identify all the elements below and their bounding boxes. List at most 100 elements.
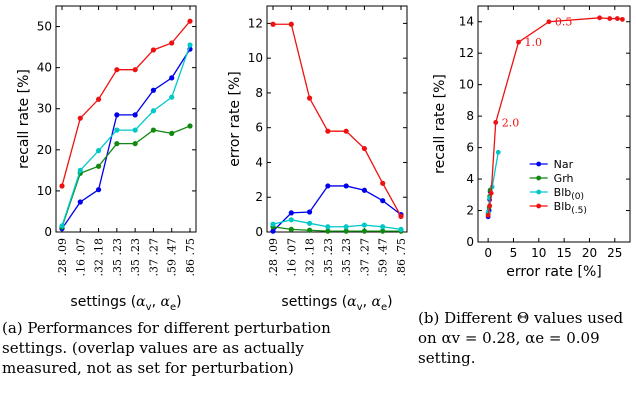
recall-chart-xtick-label: .35 .23 — [129, 238, 142, 276]
theta-chart-data-point — [488, 190, 494, 196]
theta-chart-data-point — [493, 120, 499, 125]
error-chart-data-point — [288, 217, 294, 223]
theta-chart-plot-frame — [477, 5, 631, 243]
theta-chart-series-line — [487, 17, 623, 216]
recall-chart-data-point — [77, 199, 83, 205]
theta-chart-ytick-label: 4 — [466, 172, 474, 186]
recall-chart-data-point — [150, 87, 157, 93]
error-chart-xtick-label: .86 .75 — [395, 238, 408, 276]
theta-chart-xtick-label: 5 — [510, 246, 518, 260]
error-chart-series-line — [272, 226, 401, 232]
error-chart-data-point — [361, 228, 368, 234]
recall-chart-series-line — [61, 44, 191, 227]
recall-chart-ytick-label: 50 — [37, 20, 52, 34]
theta-chart-theta-annotation: 0.5 — [555, 16, 573, 29]
theta-chart-legend-label: Nar — [554, 158, 574, 171]
recall-chart-series-line — [61, 125, 191, 228]
error-chart-data-point — [380, 224, 386, 230]
theta-chart-ytick-label: 2 — [466, 204, 474, 218]
error-chart-xtick-label: .37 .27 — [358, 238, 371, 276]
error-chart-data-point — [288, 21, 294, 27]
theta-chart-data-point — [607, 16, 613, 21]
theta-chart-ytick-label: 12 — [459, 46, 474, 60]
error-chart-data-point — [270, 221, 276, 227]
error-chart-data-point — [325, 183, 331, 189]
error-chart-data-point — [343, 228, 349, 234]
error-chart-data-point — [343, 183, 349, 189]
recall-chart-data-point — [132, 127, 138, 133]
theta-chart-data-point — [516, 39, 521, 45]
recall-chart-data-point — [114, 141, 120, 147]
error-chart-data-point — [288, 226, 294, 232]
recall-chart-series-line — [61, 48, 191, 230]
error-chart-data-point — [325, 224, 331, 230]
error-chart-data-point — [343, 128, 349, 134]
error-chart-xtick-label: .28 .09 — [267, 238, 280, 276]
recall-chart-data-point — [59, 223, 65, 229]
recall-chart-data-point — [132, 112, 138, 118]
error-chart-data-point — [288, 210, 294, 216]
error-chart-xtick-label: .32 .18 — [304, 238, 317, 276]
error-chart-series-line — [273, 23, 402, 217]
recall-chart-xtick-label: .28 .09 — [56, 238, 69, 276]
error-chart-ytick-label: 8 — [255, 86, 263, 100]
error-chart-data-point — [361, 222, 368, 228]
recall-chart-data-point — [77, 115, 83, 121]
recall-chart-xtick-label: .59 .47 — [166, 238, 179, 276]
recall-chart-data-point — [114, 127, 120, 133]
theta-chart-xtick-label: 20 — [582, 246, 597, 260]
error-chart-data-point — [325, 128, 331, 134]
theta-chart-ytick-label: 6 — [466, 141, 474, 155]
theta-chart-data-point — [485, 212, 491, 218]
theta-chart-data-point — [597, 15, 602, 21]
error-chart-data-point — [270, 21, 276, 27]
theta-chart-xtick-label: 15 — [556, 246, 571, 260]
recall-chart-data-point — [169, 94, 175, 100]
recall-chart-data-point — [132, 141, 138, 147]
theta-chart-ytick-label: 8 — [466, 109, 474, 123]
error-chart-data-point — [398, 213, 404, 219]
error-chart-data-point — [380, 180, 386, 186]
error-chart-y-axis-label: error rate [%] — [227, 71, 243, 166]
error-chart-plot-frame — [266, 5, 408, 233]
theta-chart-theta-annotation: 1.0 — [525, 36, 543, 49]
recall-chart-data-point — [59, 183, 65, 189]
error-chart-data-point — [306, 220, 313, 226]
recall-chart-data-point — [114, 67, 120, 73]
recall-chart-plot-frame — [55, 5, 197, 233]
error-chart-xtick-label: .35 .23 — [322, 238, 335, 276]
recall-chart-ytick-label: 40 — [37, 61, 52, 75]
theta-chart-data-point — [487, 203, 493, 209]
error-chart-data-point — [270, 228, 276, 234]
theta-chart-legend-label: Blb(.5) — [554, 200, 587, 216]
recall-chart-xtick-label: .35 .23 — [111, 238, 124, 276]
error-chart-series-line — [272, 185, 402, 232]
error-chart-data-point — [380, 228, 386, 234]
error-chart-xtick-label: .35 .23 — [340, 238, 353, 276]
theta-chart-xtick-label: 10 — [531, 246, 546, 260]
recall-chart-data-point — [132, 67, 138, 73]
recall-chart-data-point — [95, 148, 102, 154]
recall-chart-data-point — [187, 42, 193, 48]
error-chart-series-line — [272, 219, 402, 231]
error-chart-xtick-label: .59 .47 — [377, 238, 390, 276]
recall-chart-data-point — [187, 123, 193, 129]
theta-chart-legend-marker — [536, 175, 542, 181]
theta-chart-data-point — [614, 16, 620, 21]
theta-chart-data-point — [546, 19, 552, 25]
recall-chart-data-point — [150, 47, 157, 53]
theta-chart-ytick-label: 14 — [459, 15, 474, 29]
theta-chart-ytick-label: 10 — [459, 78, 474, 92]
recall-chart-data-point — [150, 108, 157, 114]
error-chart-data-point — [306, 209, 313, 215]
theta-chart-theta-annotation: 2.0 — [502, 116, 520, 129]
theta-chart-data-point — [495, 149, 501, 155]
recall-chart-data-point — [169, 40, 175, 46]
recall-chart-data-point — [95, 163, 102, 169]
theta-chart-y-axis-label: recall rate [%] — [432, 74, 448, 174]
caption-b: (b) Different Θ values used on αv = 0.28… — [418, 309, 624, 367]
error-chart-data-point — [306, 227, 313, 233]
theta-chart-xtick-label: 0 — [484, 246, 492, 260]
theta-chart-xtick-label: 25 — [607, 246, 622, 260]
recall-chart-data-point — [77, 167, 83, 173]
